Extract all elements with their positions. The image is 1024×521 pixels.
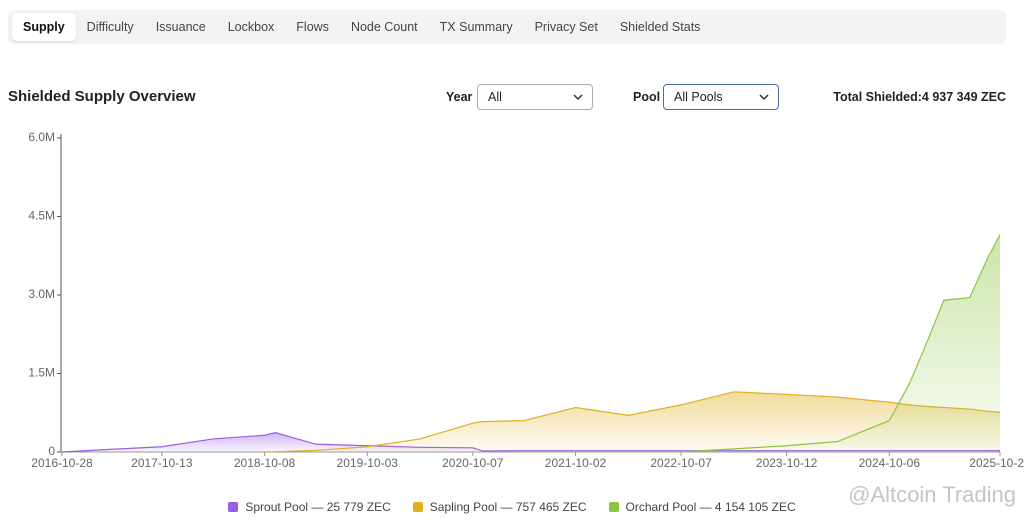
legend-swatch [608, 502, 619, 512]
tab[interactable]: Lockbox [227, 20, 275, 34]
legend-label: Sprout Pool — 25 779 ZEC [245, 500, 391, 514]
legend-swatch [412, 502, 423, 512]
x-tick-label: 2021-10-02 [545, 456, 607, 470]
y-tick-label: 6.0M [28, 130, 55, 144]
series-line [681, 234, 1001, 453]
tab[interactable]: Privacy Set [534, 20, 598, 34]
tab[interactable]: TX Summary [439, 20, 513, 34]
chevron [759, 94, 769, 101]
tab[interactable]: Node Count [350, 20, 418, 34]
year-label: Year [446, 90, 473, 104]
x-tick-label: 2018-10-08 [234, 456, 296, 470]
y-tick-label: 1.5M [28, 366, 55, 380]
chevron [573, 94, 583, 101]
watermark: @Altcoin Trading [848, 482, 1016, 507]
x-tick-label: 2020-10-07 [442, 456, 504, 470]
area-fill [62, 432, 1000, 452]
tab[interactable]: Shielded Stats [619, 20, 701, 34]
x-tick-label: 2017-10-13 [131, 456, 193, 470]
tab-bar: Supply Difficulty Issuance Lockbox Flows Node… [8, 10, 1006, 44]
legend-item[interactable]: Sprout Pool — 25 779 ZEC [228, 500, 391, 514]
x-tick-label: 2019-10-03 [337, 456, 399, 470]
x-tick-label: 2016-10-28 [31, 456, 93, 470]
year-select[interactable]: All [477, 84, 593, 110]
x-tick-label: 2024-10-06 [859, 456, 921, 470]
pool-select[interactable]: All Pools [663, 84, 779, 110]
legend-item[interactable]: Orchard Pool — 4 154 105 ZEC [608, 500, 796, 514]
y-tick-label: 0 [48, 444, 55, 458]
tab[interactable]: Supply [12, 13, 76, 41]
legend-label: Sapling Pool — 757 465 ZEC [429, 500, 587, 514]
tab[interactable]: Issuance [155, 20, 206, 34]
area-fill [681, 234, 1000, 452]
legend-swatch [228, 502, 239, 512]
y-tick-label: 4.5M [28, 209, 55, 223]
pool-value: All Pools [674, 90, 723, 104]
x-tick-label: 2025-10-29 [969, 456, 1024, 470]
chart: 0 1.5M 3.0M 4.5M 6.0M 2016-10-28 2017-10-13 201… [28, 130, 1024, 470]
area-fill [264, 391, 1000, 452]
x-tick-label: 2023-10-12 [756, 456, 818, 470]
pool-label: Pool [633, 90, 661, 104]
legend: Sprout Pool — 25 779 ZEC Sapling Pool — 7… [0, 500, 1024, 514]
total-shielded: Total Shielded:4 937 349 ZEC [833, 90, 1006, 104]
y-tick-label: 3.0M [28, 287, 55, 301]
legend-item[interactable]: Sapling Pool — 757 465 ZEC [412, 500, 587, 514]
tab[interactable]: Difficulty [86, 20, 134, 34]
year-value: All [488, 90, 502, 104]
legend-label: Orchard Pool — 4 154 105 ZEC [625, 500, 796, 514]
x-tick-label: 2022-10-07 [650, 456, 712, 470]
section-title: Shielded Supply Overview [8, 88, 196, 105]
tab[interactable]: Flows [296, 20, 329, 34]
